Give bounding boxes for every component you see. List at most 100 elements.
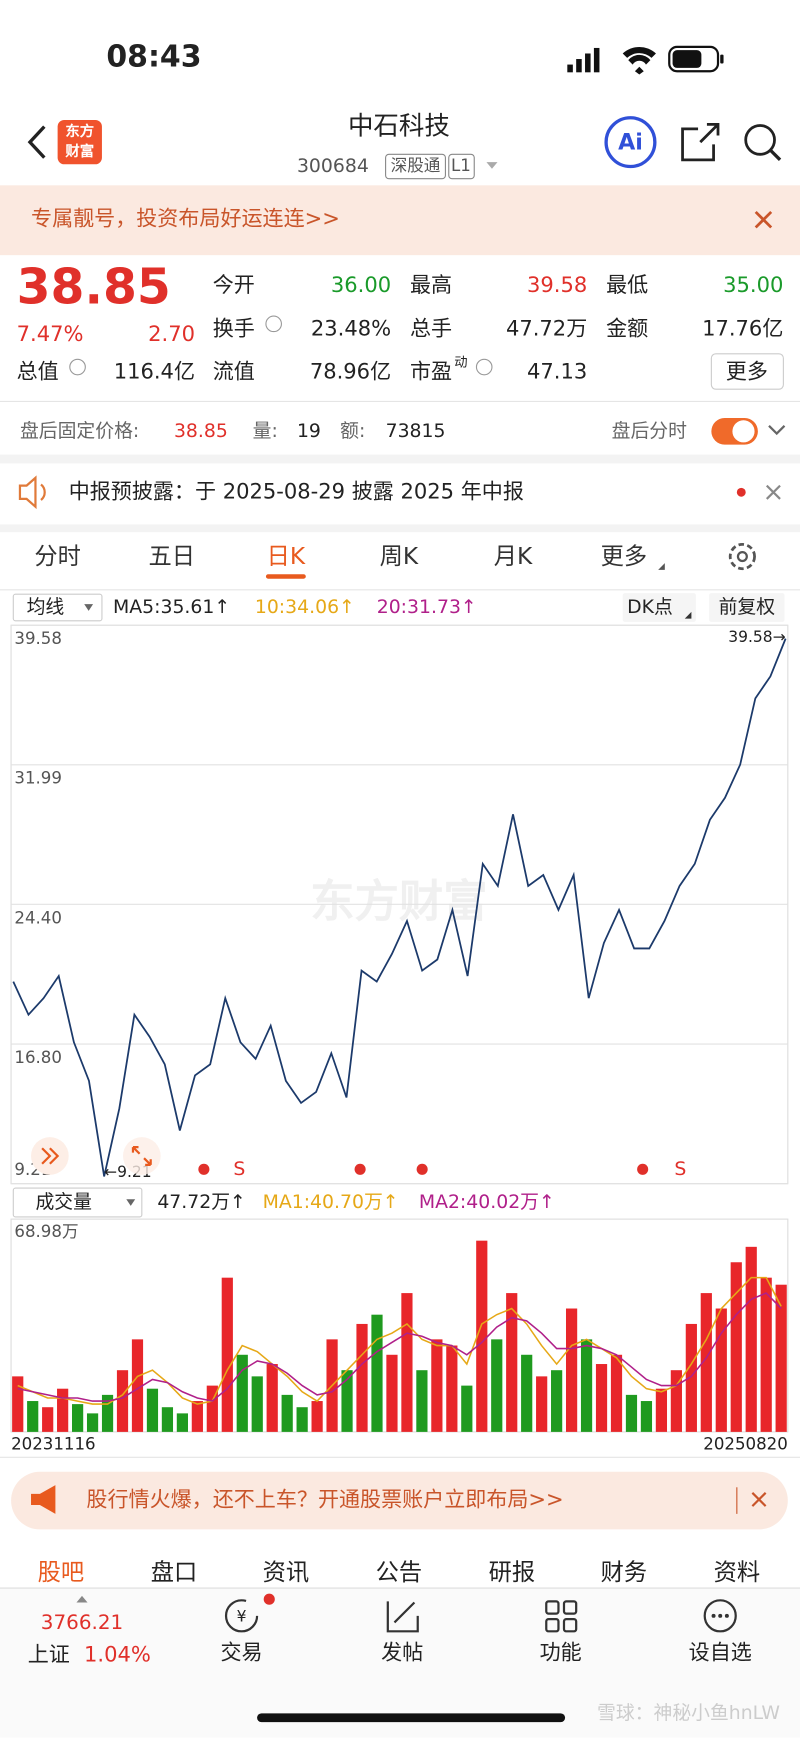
volume-bar	[551, 1370, 563, 1432]
stock-name: 中石科技	[348, 112, 450, 142]
selector[interactable]	[12, 593, 103, 622]
watchlist-icon[interactable]	[703, 1599, 737, 1633]
period-tab[interactable]: 更多	[601, 543, 648, 570]
promo[interactable]	[11, 1471, 788, 1530]
settings-button[interactable]	[728, 542, 756, 571]
expand-button[interactable]	[31, 1137, 69, 1175]
section-tab-active[interactable]: 股吧	[38, 1559, 85, 1586]
period-tab[interactable]: 月K	[494, 543, 533, 570]
more-button[interactable]	[710, 353, 784, 390]
y-tick-label: 31.99	[14, 769, 62, 788]
volume-bar	[685, 1323, 697, 1432]
nav-item[interactable]: 设自选	[689, 1639, 752, 1664]
dk-button[interactable]	[622, 593, 696, 622]
section-tab[interactable]: 资料	[714, 1559, 761, 1586]
nav-item[interactable]: 交易	[221, 1639, 263, 1664]
volume-bar	[281, 1394, 293, 1432]
period-tab-active[interactable]: 日K	[267, 543, 306, 570]
icon-glyph: ¥	[237, 1607, 247, 1625]
volume-chart: 68.98万	[12, 1222, 787, 1432]
dropdown	[84, 604, 94, 611]
tag-box	[385, 153, 446, 180]
signal-dots	[198, 1163, 649, 1175]
post-icon[interactable]	[386, 1601, 419, 1633]
section-tab[interactable]: 财务	[601, 1559, 648, 1586]
close-button[interactable]	[765, 484, 781, 500]
close-button[interactable]	[751, 1492, 767, 1507]
volume-bar	[521, 1354, 533, 1432]
chevron[interactable]	[768, 425, 786, 436]
volume-bar	[595, 1364, 608, 1432]
logo-text: 东方	[65, 122, 94, 140]
ma-legend: 20:31.73↑	[377, 597, 477, 618]
index-name[interactable]: 上证	[28, 1642, 70, 1667]
volume-bar	[311, 1401, 323, 1432]
volume-bar	[700, 1293, 712, 1432]
info-icon[interactable]	[475, 358, 493, 376]
index-value[interactable]: 3766.21	[41, 1610, 123, 1634]
volume-bar	[42, 1407, 54, 1432]
promo-text: 股行情火爆，还不上车？开通股票账户立即布局>>	[86, 1487, 563, 1512]
clock: 08:43	[106, 39, 201, 74]
volume-bar	[236, 1354, 248, 1432]
volume-bar	[640, 1401, 653, 1432]
logo-text: 财富	[65, 142, 94, 160]
volume-bar	[476, 1240, 488, 1432]
volume-bar	[12, 1376, 24, 1432]
index-change[interactable]: 1.04%	[84, 1642, 151, 1667]
section-tab[interactable]: 盘口	[151, 1559, 198, 1586]
volume-bar	[386, 1354, 398, 1432]
trade-icon[interactable]: ¥	[224, 1593, 275, 1633]
info-icon[interactable]	[69, 358, 86, 376]
change-pct: 7.47%	[17, 321, 84, 346]
volume-legend: 47.72万↑	[157, 1192, 246, 1213]
search-button[interactable]	[744, 124, 782, 162]
field-value: 35.00	[723, 272, 783, 297]
info-icon[interactable]	[265, 315, 282, 333]
period-tab[interactable]: 周K	[380, 543, 419, 570]
share-button[interactable]	[681, 123, 720, 162]
nav-item[interactable]: 功能	[540, 1639, 582, 1664]
volume-bar	[341, 1370, 353, 1432]
volume-legend: MA2:40.02万↑	[419, 1192, 555, 1213]
volume-bar	[416, 1370, 428, 1432]
ai-label: Ai	[618, 130, 643, 156]
back-button[interactable]	[27, 125, 46, 159]
banner[interactable]	[0, 185, 800, 256]
function-icon[interactable]	[545, 1600, 578, 1633]
section-tab[interactable]: 研报	[489, 1559, 536, 1586]
field-value: 36.00	[331, 272, 391, 297]
period-tab[interactable]: 分时	[34, 543, 81, 570]
volume-bar	[176, 1413, 188, 1432]
volume-bar	[446, 1345, 458, 1432]
dropdown[interactable]	[486, 162, 498, 169]
y-tick-label: 39.58	[14, 629, 62, 648]
ah-label: 盘后固定价格:	[20, 420, 139, 442]
ai-button[interactable]	[604, 116, 657, 169]
dropdown	[126, 1199, 136, 1206]
field-label: 流值	[213, 359, 255, 384]
separator	[0, 454, 800, 464]
section-tab[interactable]: 公告	[376, 1559, 423, 1586]
section-tab[interactable]: 资讯	[263, 1559, 310, 1586]
ma-legend: 10:34.06↑	[255, 597, 355, 618]
nav-item[interactable]: 发帖	[381, 1639, 423, 1664]
adjust-label: 前复权	[719, 596, 776, 618]
unread-dot	[736, 487, 746, 497]
period-tab[interactable]: 五日	[148, 543, 195, 570]
separator	[0, 524, 800, 533]
field-value: 116.4亿	[114, 359, 195, 384]
x-tick-label: 20231116	[11, 1435, 96, 1454]
y-tick-label: 16.80	[14, 1048, 62, 1067]
close-button[interactable]	[754, 210, 773, 229]
selector[interactable]	[12, 1187, 143, 1218]
max-label: 39.58→	[728, 628, 785, 646]
adjust-button[interactable]	[709, 593, 785, 622]
volume-bar	[745, 1246, 757, 1432]
fullscreen-button[interactable]	[122, 1137, 161, 1175]
banner-text: 专属靓号，投资布局好运连连>>	[31, 206, 340, 231]
tab-underline	[265, 574, 306, 579]
toggle[interactable]	[711, 418, 758, 445]
field-label: 最低	[606, 272, 648, 297]
